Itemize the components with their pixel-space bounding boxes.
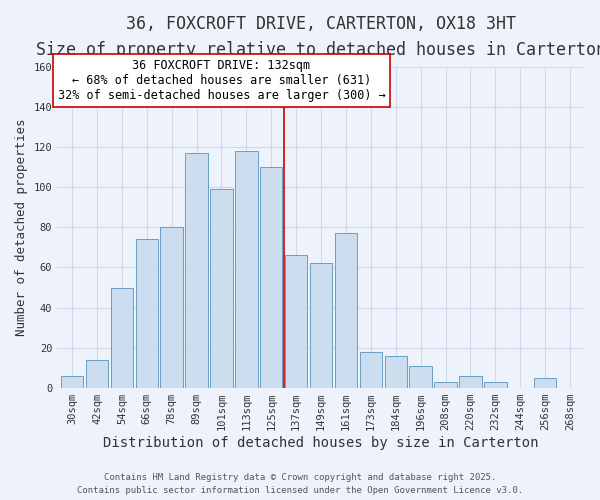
Bar	[359, 352, 382, 388]
Text: 36 FOXCROFT DRIVE: 132sqm
← 68% of detached houses are smaller (631)
32% of semi: 36 FOXCROFT DRIVE: 132sqm ← 68% of detac…	[58, 59, 385, 102]
Bar	[459, 376, 482, 388]
Bar	[235, 151, 257, 388]
X-axis label: Distribution of detached houses by size in Carterton: Distribution of detached houses by size …	[103, 436, 539, 450]
Bar	[160, 228, 183, 388]
Bar	[385, 356, 407, 388]
Bar	[136, 240, 158, 388]
Bar	[61, 376, 83, 388]
Bar	[409, 366, 432, 388]
Text: Contains HM Land Registry data © Crown copyright and database right 2025.
Contai: Contains HM Land Registry data © Crown c…	[77, 474, 523, 495]
Bar	[534, 378, 556, 388]
Bar	[210, 189, 233, 388]
Y-axis label: Number of detached properties: Number of detached properties	[15, 118, 28, 336]
Title: 36, FOXCROFT DRIVE, CARTERTON, OX18 3HT
Size of property relative to detached ho: 36, FOXCROFT DRIVE, CARTERTON, OX18 3HT …	[36, 15, 600, 60]
Bar	[86, 360, 108, 388]
Bar	[335, 234, 357, 388]
Bar	[185, 153, 208, 388]
Bar	[484, 382, 506, 388]
Bar	[110, 288, 133, 388]
Bar	[434, 382, 457, 388]
Bar	[285, 256, 307, 388]
Bar	[310, 264, 332, 388]
Bar	[260, 167, 283, 388]
